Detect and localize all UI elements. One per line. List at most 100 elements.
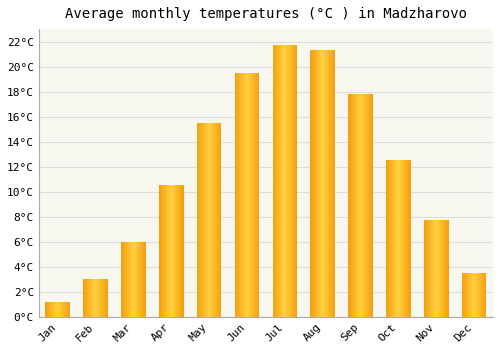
Bar: [320, 50, 321, 317]
Bar: [275, 45, 276, 317]
Bar: [464, 273, 465, 317]
Bar: [181, 186, 182, 317]
Bar: [472, 273, 474, 317]
Bar: [430, 220, 432, 317]
Bar: [136, 242, 138, 317]
Bar: [325, 50, 326, 317]
Bar: [208, 123, 209, 317]
Bar: [447, 220, 448, 317]
Bar: [434, 220, 436, 317]
Bar: [106, 279, 107, 317]
Bar: [237, 73, 238, 317]
Bar: [243, 73, 244, 317]
Bar: [258, 73, 260, 317]
Bar: [138, 242, 139, 317]
Bar: [425, 220, 426, 317]
Bar: [386, 160, 387, 317]
Bar: [90, 279, 92, 317]
Bar: [440, 220, 441, 317]
Bar: [404, 160, 405, 317]
Bar: [402, 160, 404, 317]
Bar: [437, 220, 438, 317]
Bar: [132, 242, 134, 317]
Bar: [174, 186, 176, 317]
Bar: [392, 160, 394, 317]
Bar: [387, 160, 388, 317]
Bar: [141, 242, 142, 317]
Bar: [251, 73, 252, 317]
Bar: [400, 160, 401, 317]
Bar: [134, 242, 135, 317]
Bar: [296, 45, 297, 317]
Bar: [257, 73, 258, 317]
Bar: [140, 242, 141, 317]
Bar: [433, 220, 434, 317]
Bar: [442, 220, 443, 317]
Bar: [69, 302, 70, 317]
Bar: [283, 45, 284, 317]
Bar: [100, 279, 102, 317]
Bar: [470, 273, 471, 317]
Bar: [173, 186, 174, 317]
Bar: [396, 160, 397, 317]
Bar: [349, 94, 350, 317]
Bar: [429, 220, 430, 317]
Bar: [360, 94, 362, 317]
Bar: [350, 94, 352, 317]
Bar: [180, 186, 181, 317]
Bar: [216, 123, 218, 317]
Bar: [234, 73, 236, 317]
Bar: [358, 94, 359, 317]
Bar: [170, 186, 172, 317]
Bar: [255, 73, 256, 317]
Bar: [54, 302, 56, 317]
Bar: [103, 279, 104, 317]
Bar: [406, 160, 408, 317]
Bar: [99, 279, 100, 317]
Bar: [68, 302, 69, 317]
Bar: [483, 273, 484, 317]
Bar: [317, 50, 318, 317]
Bar: [405, 160, 406, 317]
Bar: [284, 45, 285, 317]
Bar: [310, 50, 311, 317]
Bar: [321, 50, 322, 317]
Bar: [56, 302, 57, 317]
Bar: [280, 45, 281, 317]
Bar: [250, 73, 251, 317]
Bar: [368, 94, 369, 317]
Bar: [172, 186, 173, 317]
Bar: [94, 279, 95, 317]
Bar: [211, 123, 212, 317]
Bar: [324, 50, 325, 317]
Bar: [50, 302, 51, 317]
Bar: [316, 50, 317, 317]
Bar: [178, 186, 180, 317]
Bar: [67, 302, 68, 317]
Bar: [428, 220, 429, 317]
Bar: [479, 273, 480, 317]
Bar: [48, 302, 50, 317]
Bar: [480, 273, 482, 317]
Bar: [98, 279, 99, 317]
Bar: [130, 242, 131, 317]
Bar: [252, 73, 254, 317]
Bar: [462, 273, 464, 317]
Bar: [202, 123, 203, 317]
Bar: [176, 186, 177, 317]
Bar: [198, 123, 200, 317]
Bar: [372, 94, 373, 317]
Bar: [408, 160, 409, 317]
Bar: [162, 186, 163, 317]
Bar: [364, 94, 366, 317]
Bar: [169, 186, 170, 317]
Bar: [163, 186, 164, 317]
Bar: [353, 94, 354, 317]
Bar: [135, 242, 136, 317]
Bar: [254, 73, 255, 317]
Title: Average monthly temperatures (°C ) in Madzharovo: Average monthly temperatures (°C ) in Ma…: [65, 7, 467, 21]
Bar: [219, 123, 220, 317]
Bar: [177, 186, 178, 317]
Bar: [97, 279, 98, 317]
Bar: [201, 123, 202, 317]
